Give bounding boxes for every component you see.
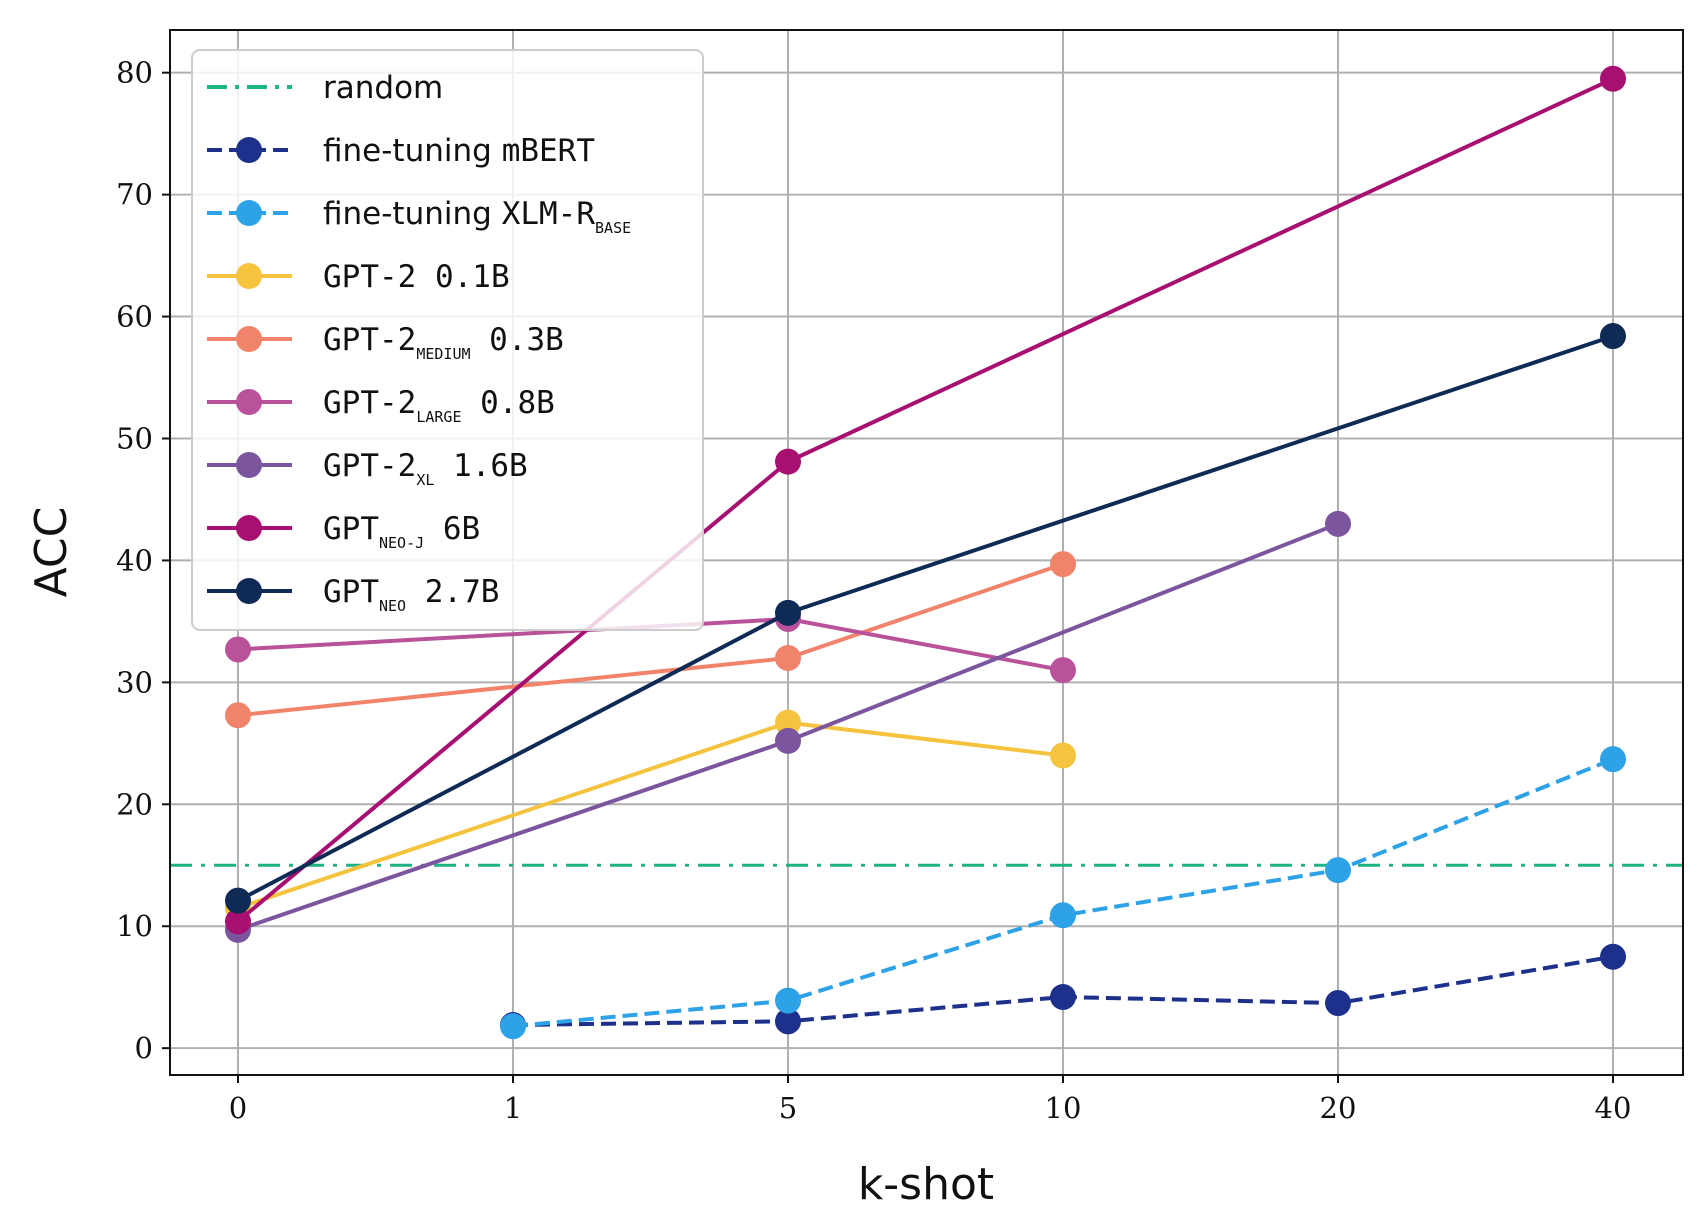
legend-label-mono-8: GPT — [323, 574, 379, 610]
data-point-1-k20 — [1325, 857, 1351, 884]
legend-marker-2 — [236, 200, 262, 226]
legend-label-sub-8: NEO — [379, 597, 406, 615]
x-tick-label-10: 10 — [1045, 1091, 1082, 1125]
data-point-7-k40 — [1600, 323, 1626, 350]
data-point-2-k5 — [775, 709, 801, 736]
legend-entry-2: fine-tuning XLM-RBASE — [207, 196, 631, 237]
legend-marker-1 — [236, 137, 262, 163]
data-point-6-k5 — [775, 448, 801, 475]
y-tick-label-20: 20 — [116, 787, 153, 821]
series-6 — [225, 65, 1626, 935]
data-point-4-k0 — [225, 636, 251, 663]
data-point-6-k40 — [1600, 65, 1626, 92]
y-tick-label-70: 70 — [116, 178, 153, 212]
legend-label-mono-5: GPT-2 — [323, 385, 416, 421]
data-point-5-k20 — [1325, 510, 1351, 537]
legend-label-prefix-2: fine-tuning — [323, 196, 502, 232]
legend-label-mono-2: XLM-R — [502, 196, 596, 232]
series-3 — [225, 551, 1076, 729]
legend-entry-0: random — [207, 70, 443, 106]
legend-frame — [191, 49, 704, 631]
axis-ticks: 0 1 5 10 20 40 0 10 20 30 40 50 60 70 80 — [116, 56, 1631, 1125]
data-point-0-k40 — [1600, 943, 1626, 970]
y-tick-label-80: 80 — [116, 56, 153, 90]
data-point-0-k5 — [775, 1008, 801, 1035]
data-point-7-k0 — [225, 887, 251, 914]
legend-label-mono-7: GPT — [323, 511, 379, 547]
legend-label-mono-3: GPT-2 0.1B — [323, 259, 510, 295]
data-point-0-k10 — [1050, 983, 1076, 1010]
legend-entry-5: GPT-2LARGE 0.8B — [207, 385, 555, 426]
y-tick-label-60: 60 — [116, 300, 153, 334]
data-point-1-k10 — [1050, 902, 1076, 929]
data-point-7-k5 — [775, 599, 801, 626]
plot-frame — [169, 29, 1684, 1076]
legend-label-7: GPTNEO-J 6B — [323, 511, 480, 552]
series-7 — [225, 323, 1626, 914]
x-axis-label: k-shot — [858, 1159, 994, 1210]
data-point-3-k0 — [225, 702, 251, 729]
legend-label-mono-6: GPT-2 — [323, 448, 416, 484]
data-point-6-k0 — [225, 908, 251, 935]
legend-entry-8: GPTNEO 2.7B — [207, 574, 499, 615]
legend-marker-7 — [236, 515, 262, 541]
legend-entry-3: GPT-2 0.1B — [207, 259, 510, 295]
legend-label-suffix-4: 0.3B — [471, 322, 564, 358]
legend-label-4: GPT-2MEDIUM 0.3B — [323, 322, 564, 363]
legend-label-suffix-6: 1.6B — [434, 448, 527, 484]
legend-label-1: fine-tuning mBERT — [323, 133, 595, 169]
legend-label-sub-7: NEO-J — [379, 534, 424, 552]
y-tick-label-0: 0 — [135, 1031, 153, 1065]
data-point-3-k5 — [775, 644, 801, 671]
y-tick-label-40: 40 — [116, 543, 153, 577]
data-point-4-k10 — [1050, 657, 1076, 684]
data-point-2-k10 — [1050, 742, 1076, 769]
legend-label-mono-1: mBERT — [502, 133, 595, 169]
legend-label-6: GPT-2XL 1.6B — [323, 448, 528, 489]
x-tick-label-0: 0 — [229, 1091, 247, 1125]
legend-label-8: GPTNEO 2.7B — [323, 574, 499, 615]
legend-marker-4 — [236, 326, 262, 352]
legend-label-suffix-7: 6B — [424, 511, 480, 547]
x-tick-label-5: 5 — [779, 1091, 797, 1125]
legend-label-sub-6: XL — [416, 471, 434, 489]
data-point-0-k20 — [1325, 990, 1351, 1017]
legend-label-2: fine-tuning XLM-RBASE — [323, 196, 631, 237]
legend-entry-4: GPT-2MEDIUM 0.3B — [207, 322, 564, 363]
y-tick-label-30: 30 — [116, 665, 153, 699]
data-point-1-k1 — [500, 1013, 526, 1040]
legend-entry-6: GPT-2XL 1.6B — [207, 448, 528, 489]
data-point-1-k40 — [1600, 746, 1626, 773]
legend-label-0: random — [323, 70, 443, 106]
legend-entry-1: fine-tuning mBERT — [207, 133, 595, 169]
legend-label-sub-2: BASE — [595, 219, 631, 237]
legend-marker-6 — [236, 452, 262, 478]
y-tick-label-10: 10 — [116, 909, 153, 943]
y-tick-label-50: 50 — [116, 421, 153, 455]
series-1 — [500, 746, 1626, 1040]
data-point-5-k5 — [775, 727, 801, 754]
x-tick-label-1: 1 — [504, 1091, 522, 1125]
legend-label-3: GPT-2 0.1B — [323, 259, 510, 295]
legend-entry-7: GPTNEO-J 6B — [207, 511, 480, 552]
legend-label-5: GPT-2LARGE 0.8B — [323, 385, 555, 426]
x-tick-label-40: 40 — [1595, 1091, 1632, 1125]
legend-label-prefix-1: fine-tuning — [323, 133, 502, 169]
y-axis-label: ACC — [26, 507, 77, 598]
legend-label-sub-4: MEDIUM — [416, 345, 470, 363]
legend-label-suffix-5: 0.8B — [461, 385, 554, 421]
x-tick-label-20: 20 — [1320, 1091, 1357, 1125]
series-lines — [225, 65, 1626, 1040]
legend-label-sub-5: LARGE — [416, 408, 461, 426]
legend-marker-5 — [236, 389, 262, 415]
legend-marker-3 — [236, 263, 262, 289]
legend-marker-8 — [236, 578, 262, 604]
legend-label-mono-4: GPT-2 — [323, 322, 416, 358]
legend-label-suffix-8: 2.7B — [406, 574, 499, 610]
data-point-3-k10 — [1050, 551, 1076, 578]
data-point-1-k5 — [775, 987, 801, 1014]
